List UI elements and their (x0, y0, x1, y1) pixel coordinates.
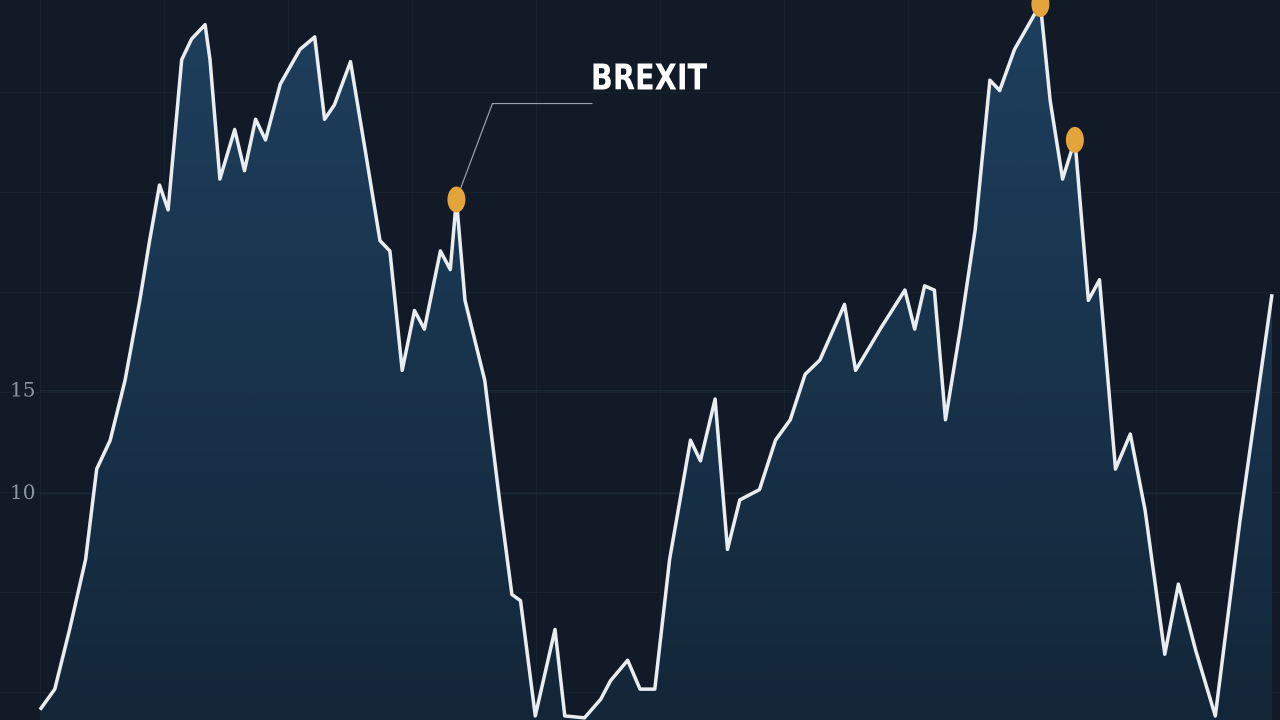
annotation-label: BREXIT (591, 56, 708, 98)
area-fill (40, 4, 1272, 720)
y-tick-label: 15 (10, 377, 35, 401)
annotation-marker (1031, 0, 1050, 18)
annotation-marker (447, 186, 466, 213)
line (38, 2, 1274, 720)
y-tick-label: 10 (10, 480, 35, 504)
annotation-marker (1065, 126, 1084, 153)
annotation-leader (455, 102, 593, 200)
